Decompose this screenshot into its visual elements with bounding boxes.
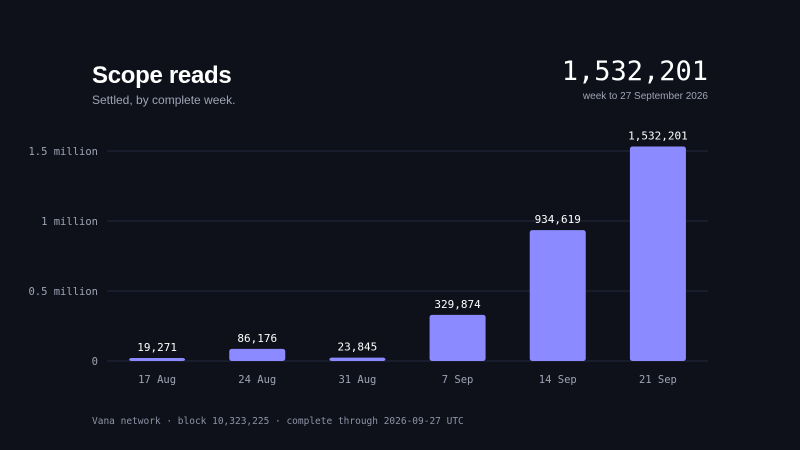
x-tick-label: 14 Sep [539,374,577,386]
y-tick-label: 1.5 million [28,146,98,158]
data-label: 86,176 [237,332,277,345]
page-title: Scope reads [92,62,232,89]
data-labels: 19,271 86,176 23,845 329,874 934,619 1,532,20… [137,129,688,354]
y-axis-ticks: 0 0.5 million 1 million 1.5 million [28,146,98,368]
bar [229,348,286,361]
bar [429,314,486,361]
data-label: 23,845 [338,341,378,354]
headline-caption: week to 27 September 2026 [582,91,708,102]
x-axis-ticks: 17 Aug 24 Aug 31 Aug 7 Sep 14 Sep 21 Sep [138,374,677,386]
page-subtitle: Settled, by complete week. [92,93,236,107]
bar [629,146,686,361]
y-tick-label: 0 [92,356,98,368]
data-label: 19,271 [137,341,177,354]
x-tick-label: 17 Aug [138,374,176,386]
x-tick-label: 31 Aug [338,374,376,386]
x-tick-label: 21 Sep [639,374,677,386]
footer-note: Vana network · block 10,323,225 · comple… [92,416,464,427]
headline-value: 1,532,201 [561,56,708,87]
data-label: 1,532,201 [628,129,688,142]
gridlines [107,150,708,362]
y-tick-label: 1 million [41,216,98,228]
bars [129,146,686,361]
bar [529,230,586,361]
y-tick-label: 0.5 million [28,286,98,298]
x-tick-label: 7 Sep [442,374,474,386]
data-label: 934,619 [535,213,581,226]
x-tick-label: 24 Aug [238,374,276,386]
bar [329,357,386,361]
bar [129,358,186,361]
data-label: 329,874 [434,298,481,311]
